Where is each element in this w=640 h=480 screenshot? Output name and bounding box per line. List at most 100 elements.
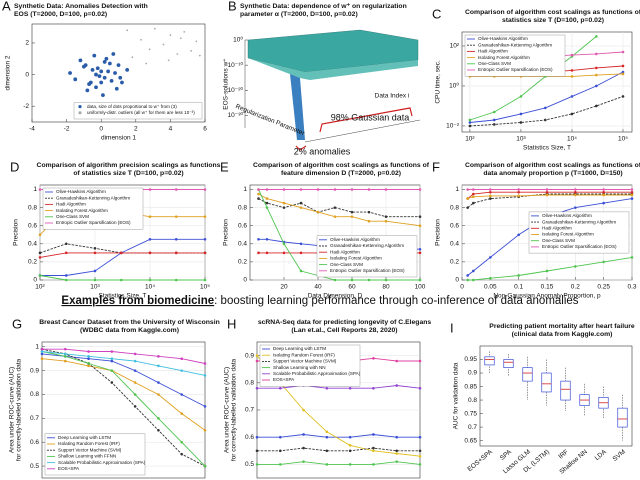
series-point <box>63 352 67 356</box>
y-tick-label: 0.9 <box>468 370 477 377</box>
series-point <box>299 188 303 191</box>
y-tick-label: 0 <box>25 71 29 78</box>
series-point <box>395 359 399 363</box>
scatter-point <box>125 67 130 72</box>
series-point <box>299 251 303 255</box>
legend-label: uniformly-distr. outliers (all w⁺ for th… <box>87 110 195 115</box>
legend-label: Olive-Hawkins Algorithm <box>56 189 106 194</box>
series-point <box>418 359 422 363</box>
legend-label: Granadeshikan-Kettenring Algorithm <box>56 195 130 200</box>
series-point <box>174 278 178 282</box>
series-point <box>133 352 137 356</box>
series-point <box>492 118 496 122</box>
series-point <box>545 269 549 273</box>
series-point <box>38 256 42 259</box>
series-point <box>157 428 160 432</box>
panel-title: Breast Cancer Dataset from the Universit… <box>39 319 220 326</box>
scatter-point <box>176 53 179 55</box>
series-point <box>350 278 354 282</box>
panel-title: EOS (T=2000, D=100, p=0.02) <box>14 11 107 18</box>
legend-label: One-Class SVM <box>56 214 89 219</box>
scatter-point <box>116 63 121 67</box>
y-tick-label: 0.7 <box>245 407 254 414</box>
legend-swatch <box>78 111 82 115</box>
panel-letter: F <box>432 159 440 174</box>
y-tick-label: 1 <box>33 186 37 193</box>
x-axis-label: Data Index i <box>375 93 410 100</box>
scatter-point <box>120 80 124 85</box>
scatter-point <box>118 75 123 80</box>
legend-label: Support Vector Machine (SVM) <box>273 359 337 364</box>
legend-label: Shallow Learning with NN <box>273 365 326 370</box>
series-point <box>472 195 475 199</box>
scatter-point <box>169 34 172 36</box>
series-point <box>466 274 469 277</box>
series-point <box>489 256 492 259</box>
series-point <box>325 463 329 466</box>
scatter-point <box>94 72 98 77</box>
series-point <box>545 188 549 191</box>
series-point <box>395 384 399 387</box>
x-tick-label: 10³ <box>516 136 526 143</box>
series-line <box>257 447 420 452</box>
x-axis-label: Statistics Size, T <box>523 145 571 152</box>
y-tick-label: 0.4 <box>238 241 247 248</box>
legend-label: Granadeshikan-Kettenring Algorithm <box>330 243 404 248</box>
series-point <box>621 50 625 54</box>
series-point <box>299 201 303 205</box>
z-tick-label: 10⁻¹⁰ <box>228 61 244 69</box>
series-point <box>110 357 114 361</box>
series-point <box>350 215 354 218</box>
series-point <box>265 197 269 200</box>
series-point <box>348 444 352 447</box>
series-point <box>157 393 160 396</box>
series-point <box>519 112 523 116</box>
series-line <box>41 351 206 376</box>
heading-bold: Examples from biomedicine <box>61 295 214 307</box>
legend-label: Granadeshikan-Kettenring Algorithm <box>478 42 552 47</box>
series-point <box>203 215 207 218</box>
panel-title: of statistics size T (D=100, p=0.02) <box>73 170 183 177</box>
legend-label: data, size of dots proportional to w⁺ fr… <box>87 104 177 109</box>
series-point <box>574 265 577 268</box>
series-point <box>418 188 422 191</box>
y-axis-label: Area under ROC-curve (AUC) <box>9 367 16 453</box>
legend-label: Support Vector Machine (SVM) <box>58 447 122 452</box>
scatter-point <box>131 56 134 59</box>
series-point <box>203 237 207 241</box>
series-point <box>87 357 90 361</box>
box-body <box>560 380 571 401</box>
plot-frame <box>479 345 633 447</box>
series-point <box>472 278 475 282</box>
series-point <box>418 386 422 390</box>
panel-title: (Lan et.al., Cell Reports 28, 2020) <box>291 327 397 334</box>
series-point <box>203 464 207 468</box>
scatter-point <box>95 66 100 71</box>
series-point <box>621 64 625 68</box>
legend-label: Shallow Learning with FFNN <box>58 454 116 459</box>
series-point <box>157 417 160 420</box>
y-tick-label: 0.6 <box>30 439 39 446</box>
series-point <box>333 206 337 209</box>
legend-label: Hadi Algorithm <box>542 226 572 231</box>
series-point <box>133 381 137 384</box>
legend-label: Isolating Random Forest (IRF) <box>58 441 120 446</box>
series-point <box>325 449 329 453</box>
series-point <box>148 278 152 282</box>
scatter-point <box>87 82 91 86</box>
series-point <box>282 251 286 255</box>
y-tick-label: 1 <box>243 186 247 193</box>
series-line <box>469 36 597 121</box>
z-tick-label: 10⁻³⁰ <box>228 111 244 119</box>
series-point <box>367 210 371 214</box>
series-point <box>87 355 90 358</box>
x-axis-label: Non-Gaussian Anomaly Proportion, p <box>493 293 601 300</box>
series-point <box>299 269 303 273</box>
series-point <box>282 206 286 209</box>
series-point <box>372 463 375 466</box>
series-line <box>467 194 632 200</box>
series-point <box>602 190 605 194</box>
series-point <box>203 428 207 432</box>
series-point <box>174 237 178 241</box>
series-point <box>265 188 269 191</box>
